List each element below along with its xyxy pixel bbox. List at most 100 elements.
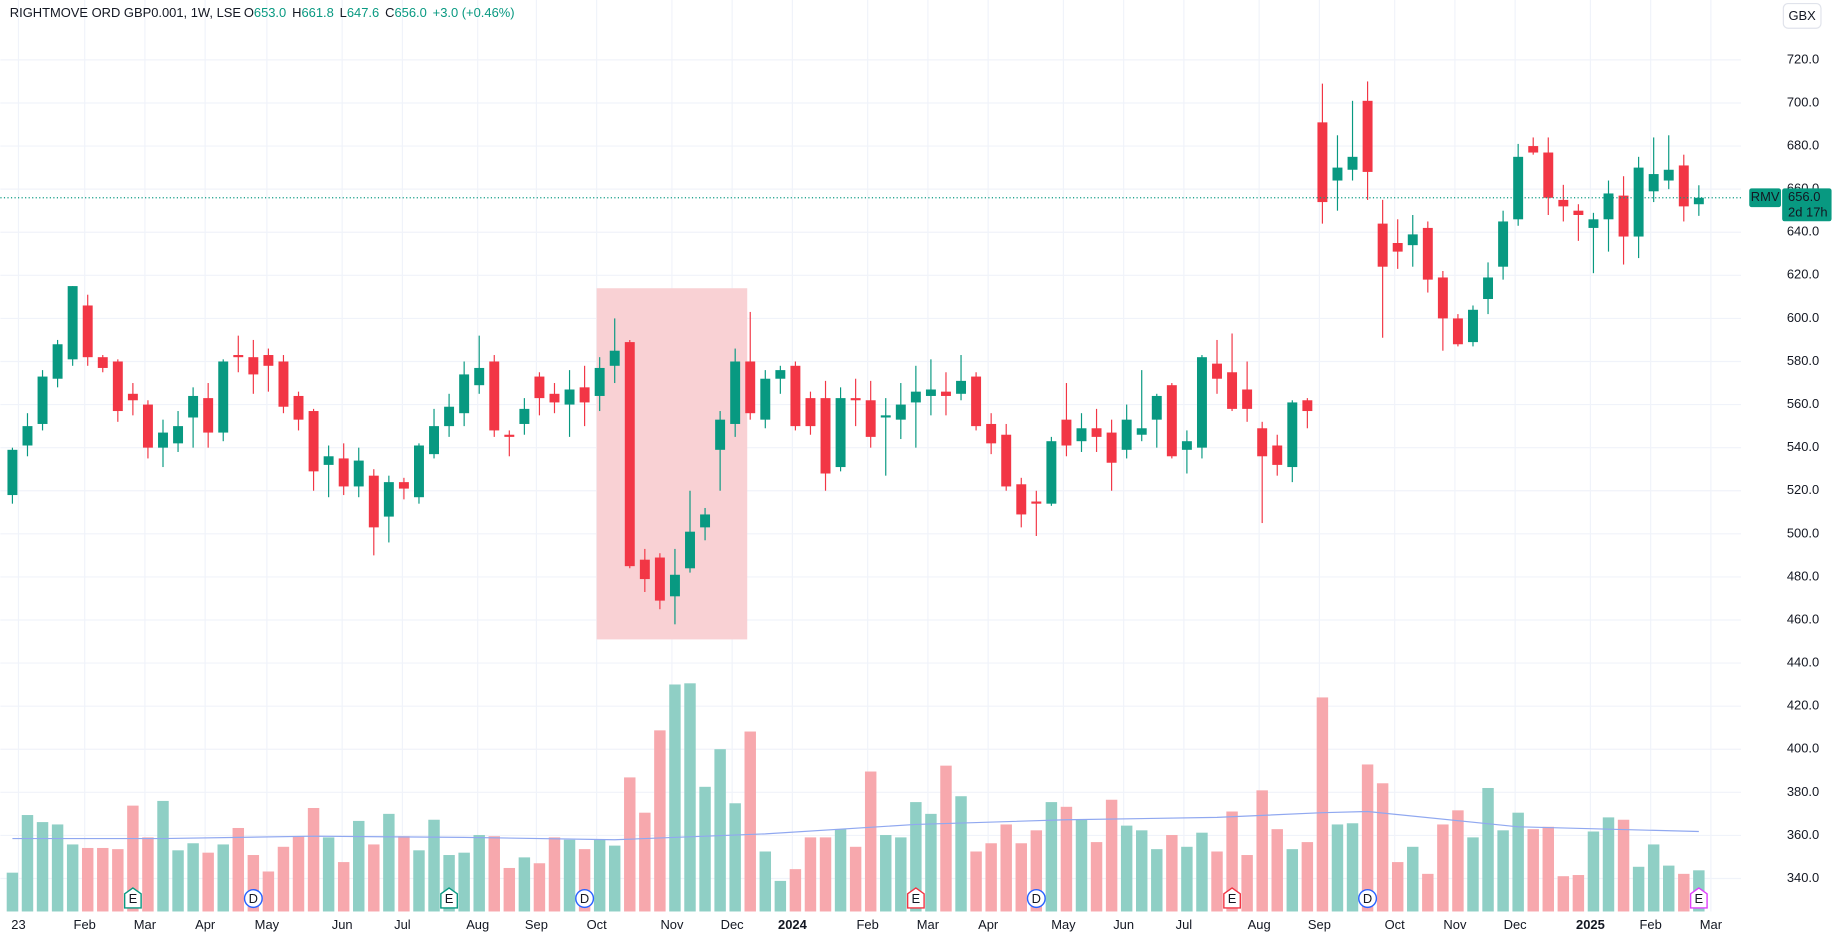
event-badge <box>1358 889 1378 909</box>
y-tick-label: 540.0 <box>1787 439 1819 454</box>
axis-layer: 340.0 360.0 380.0 400.0 420.0 440.0 460.0 480.0… <box>0 51 1832 932</box>
volume-bar <box>1105 799 1118 912</box>
event-marker[interactable]: D <box>1358 889 1378 909</box>
currency-button[interactable] <box>1782 2 1822 29</box>
candle-body <box>1618 195 1629 237</box>
volume-bar <box>1196 832 1208 912</box>
candle-body <box>1588 219 1599 228</box>
candle-body <box>1377 223 1388 267</box>
candle-body <box>188 395 199 418</box>
candle-body <box>669 574 680 597</box>
candle-body <box>203 398 214 433</box>
candle-body <box>1136 428 1147 435</box>
volume-bar <box>292 836 305 912</box>
x-tick-label: Jun <box>1113 917 1134 932</box>
x-tick-label: Oct <box>587 917 608 932</box>
event-marker[interactable]: E <box>1689 887 1708 909</box>
volume-bar <box>1166 835 1178 912</box>
x-tick-label: Feb <box>74 917 96 932</box>
event-marker[interactable]: D <box>575 889 595 909</box>
event-label: D <box>249 891 258 906</box>
event-marker[interactable]: D <box>1026 889 1046 909</box>
candle-body <box>910 391 921 403</box>
candle-body <box>971 376 982 427</box>
event-label: E <box>1695 891 1704 906</box>
candle-body <box>1196 357 1207 448</box>
candle-body <box>1483 277 1494 300</box>
event-marker[interactable]: E <box>123 887 142 909</box>
candle-body <box>1332 167 1343 181</box>
ohlc-value: 656.0 <box>394 6 426 21</box>
candle-body <box>489 361 500 431</box>
volume-bar <box>910 802 922 912</box>
volume-bar <box>1301 842 1314 912</box>
volume-bar <box>1015 843 1027 912</box>
candle-body <box>338 458 349 487</box>
x-tick-label: Oct <box>1385 917 1406 932</box>
x-tick-label: Sep <box>1308 917 1331 932</box>
volume-bar <box>804 837 817 912</box>
volume-bar <box>789 869 802 912</box>
candle-body <box>1693 197 1704 205</box>
volume-bar <box>1602 817 1615 912</box>
volume-bar <box>940 765 952 912</box>
volume-bar <box>955 796 967 912</box>
volume-bar <box>895 837 907 912</box>
currency[interactable]: GBX <box>1789 8 1817 23</box>
volume-bar <box>1090 842 1103 912</box>
candle-body <box>1212 363 1222 379</box>
volume-bar <box>1437 824 1449 912</box>
event-badge <box>1026 889 1046 909</box>
ohlc-value: 647.6 <box>347 6 379 21</box>
candle-body <box>158 432 168 448</box>
candle-body <box>1468 309 1478 343</box>
y-tick-label: 680.0 <box>1787 137 1819 152</box>
volume-bar <box>368 844 380 912</box>
candle-body <box>820 398 831 474</box>
x-tick-label: Apr <box>978 917 999 932</box>
candle-body <box>1498 221 1509 267</box>
event-marker[interactable]: E <box>1223 887 1242 909</box>
volume-bar <box>714 749 726 912</box>
volume-bar <box>413 850 425 912</box>
ohlc-label: O <box>244 6 254 21</box>
candle-body <box>1016 484 1027 515</box>
x-tick-label: 2025 <box>1576 917 1605 932</box>
candle-body <box>1347 156 1358 170</box>
x-tick-label: Feb <box>1640 917 1662 932</box>
candle-body <box>1046 441 1057 504</box>
y-tick-label: 580.0 <box>1787 353 1819 368</box>
volume-bar <box>1000 824 1012 912</box>
volume-bar <box>458 852 470 912</box>
candle-body <box>715 419 726 450</box>
candle-body <box>22 426 33 446</box>
candle-body <box>1181 441 1192 450</box>
candle-body <box>67 286 78 360</box>
y-tick-label: 480.0 <box>1787 568 1819 583</box>
volume-bar <box>127 805 139 912</box>
candle-body <box>865 400 876 437</box>
x-tick-label: Aug <box>1248 917 1271 932</box>
volume-bar <box>157 800 169 912</box>
candle-body <box>293 395 304 420</box>
event-label: E <box>129 891 138 906</box>
candle-body <box>579 387 590 403</box>
candle-body <box>624 342 635 567</box>
volume-bar <box>1647 844 1660 912</box>
volume-bar <box>985 843 997 912</box>
volume-bar <box>1226 811 1238 912</box>
volume-bar <box>654 730 666 912</box>
candle-body <box>519 408 530 424</box>
candle-body <box>459 374 470 414</box>
volume-bar <box>232 827 245 912</box>
change: +3.0 (+0.46%) <box>433 6 515 21</box>
candle-body <box>895 404 906 420</box>
volume-bar <box>488 836 500 912</box>
volume-bar <box>563 839 576 912</box>
volume-bar <box>834 829 847 912</box>
volume-bar <box>1346 823 1359 912</box>
volume-bar <box>1663 865 1675 912</box>
event-marker[interactable]: D <box>243 889 263 909</box>
event-marker[interactable]: E <box>440 887 459 909</box>
event-marker[interactable]: E <box>906 887 925 909</box>
